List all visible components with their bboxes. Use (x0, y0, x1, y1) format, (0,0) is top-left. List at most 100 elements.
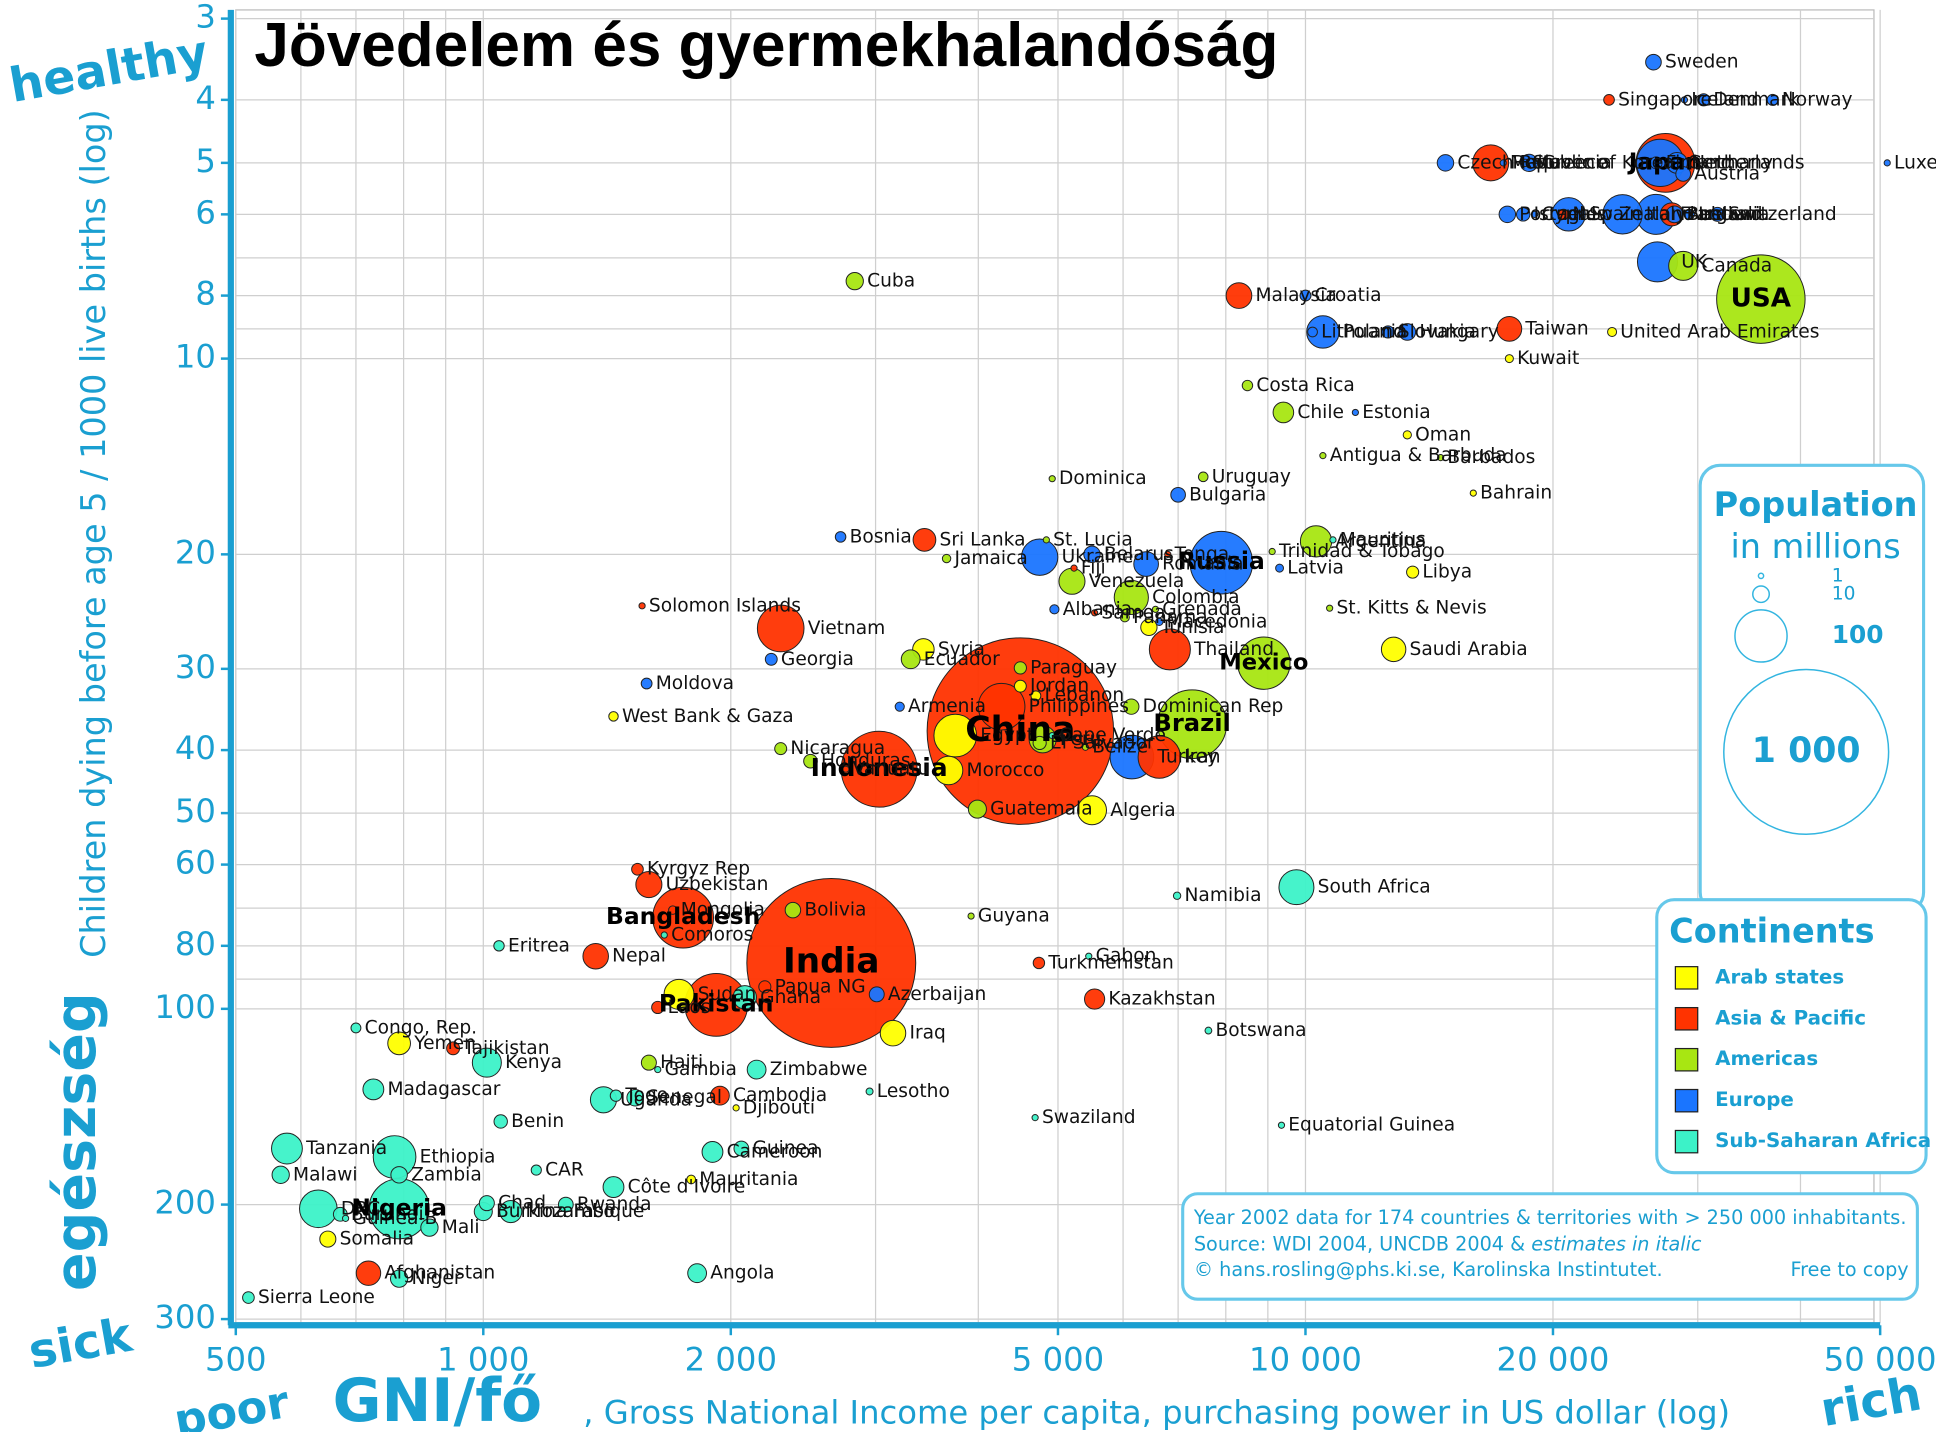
bubble-label: Cameroon (727, 1141, 823, 1162)
bubble-label: Ukraine (1062, 547, 1134, 568)
bubble-label: Azerbaijan (888, 984, 986, 1005)
bubble (1602, 194, 1643, 235)
bubble-label: Tonga (1174, 544, 1230, 565)
bubble-label: Uzbekistan (666, 874, 769, 895)
y-tick-label: 4 (195, 79, 216, 117)
bubble (299, 1189, 338, 1229)
bubble-label: Greece (1541, 152, 1607, 173)
bubble (1402, 430, 1412, 440)
bubble (1680, 96, 1689, 104)
bubble (271, 1165, 290, 1184)
bubble-label: Morocco (967, 760, 1045, 781)
bubble (1496, 315, 1523, 342)
bubble-label: Kuwait (1517, 348, 1579, 369)
bubble-label: Chile (1297, 402, 1344, 423)
bubble (840, 730, 918, 808)
bubble-label: Fiji (1081, 558, 1106, 579)
bubble-label: Israel (1534, 204, 1585, 225)
bubble (582, 942, 609, 970)
y-bottom-label: sick (24, 1308, 137, 1380)
bubble (1381, 325, 1395, 339)
bubble (879, 1019, 907, 1047)
bubble (1697, 93, 1711, 107)
bubble (319, 1230, 337, 1248)
bubble (1042, 536, 1050, 544)
bubble-label: Mauritius (1340, 529, 1426, 550)
bubble (1225, 282, 1253, 309)
bubble-label: Thailand (1193, 639, 1274, 660)
bubble (1197, 471, 1209, 483)
bubble-label: Solomon Islands (649, 595, 801, 616)
bubble-label: Namibia (1185, 885, 1262, 906)
bubble-label: Belize (1092, 737, 1148, 758)
bubble-label: Barbados (1447, 447, 1535, 468)
bubble-label: Latvia (1287, 558, 1344, 579)
bubble (1170, 487, 1186, 503)
bubble (1504, 354, 1514, 364)
bubble (1083, 545, 1101, 564)
x-tick-label: 5 000 (1012, 1340, 1104, 1378)
bubble-label: Nigeria (351, 1193, 446, 1221)
bubble-label: Samoa (1101, 602, 1165, 623)
bubble (733, 1140, 750, 1157)
bubble-label: Guatemala (990, 799, 1092, 820)
bubble-label: Eritrea (508, 935, 570, 956)
size-legend-circle (1757, 572, 1765, 580)
bubble (701, 1141, 724, 1163)
bubble-label: Dominica (1059, 468, 1147, 489)
bubble (941, 553, 952, 564)
bubble (1113, 579, 1149, 616)
bubble-label: Lithuania (1321, 321, 1407, 342)
bubble (1268, 547, 1276, 556)
note-line: © hans.rosling@phs.ki.se, Karolinska Ins… (1194, 1258, 1663, 1281)
bubble-label: Malaysia (1256, 285, 1337, 306)
bubble-label: Grenada (1162, 599, 1242, 620)
bubble-label: Rwanda (577, 1194, 652, 1215)
bubble (687, 1263, 708, 1284)
bubble (608, 711, 619, 722)
bubble-label: Singapore (1618, 89, 1712, 110)
y-tick-label: 5 (195, 142, 216, 180)
bubble (1076, 795, 1108, 826)
bubble-label: Peru (1060, 729, 1101, 750)
bubble-label: Angola (710, 1263, 774, 1284)
bubble (1319, 452, 1327, 460)
bubble-label: Norway (1782, 89, 1853, 110)
bubble-label: Nepal (612, 946, 666, 967)
bubble (1649, 156, 1663, 170)
bubble-label: Finland (1666, 152, 1733, 173)
bubble-label: CAR (545, 1160, 584, 1181)
bubble (1031, 1114, 1039, 1122)
bubble-label: Ethiopia (420, 1147, 496, 1168)
size-legend-label: 1 000 (1752, 731, 1861, 771)
bubble (390, 1166, 408, 1184)
bubble-label: Bahrain (1480, 483, 1552, 504)
bubble-label: Equatorial Guinea (1288, 1115, 1455, 1136)
bubble-label: Spain (1589, 204, 1641, 225)
bubble-label: Yemen (413, 1033, 476, 1054)
bubble-label: Togo (624, 1085, 668, 1106)
bubble (834, 531, 847, 543)
bubble-label: St. Lucia (1053, 529, 1133, 550)
bubble (1883, 159, 1891, 167)
bubble (1032, 735, 1047, 751)
bubble-label: Tajikistan (462, 1038, 549, 1059)
bubble-label: DRC (341, 1198, 380, 1219)
legend-label: Americas (1715, 1047, 1818, 1070)
bubble (1398, 323, 1417, 341)
bubble-label: El Salvador (1050, 732, 1155, 753)
bubble-label: Turkmenistan (1047, 952, 1174, 973)
bubble (1151, 605, 1160, 613)
bubble (1437, 454, 1445, 462)
bubble-label: Germany (1687, 152, 1773, 173)
bubble (1607, 326, 1618, 337)
size-legend-circle (1734, 609, 1788, 663)
y-axis-label: Children dying before age 5 / 1000 live … (74, 109, 113, 958)
bubble-label: Sri Lanka (940, 529, 1026, 550)
bubble-label: Congo, Rep. (365, 1017, 477, 1038)
bubble (1090, 609, 1099, 617)
bubble (933, 713, 978, 758)
bubble (1237, 636, 1291, 690)
bubble-label: Taiwan (1524, 318, 1588, 339)
bubble (1436, 154, 1455, 172)
